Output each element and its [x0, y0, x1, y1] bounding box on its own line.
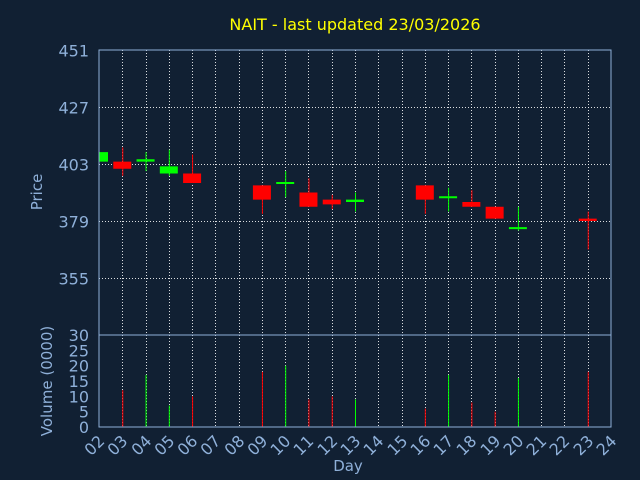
candle-body: [113, 161, 132, 169]
volume-tick-label: 5: [79, 403, 89, 422]
volume-panel-frame: [98, 334, 612, 428]
volume-tick-label: 20: [69, 357, 89, 376]
volume-tick-label: 10: [69, 387, 89, 406]
candle-body: [299, 192, 318, 207]
price-axis-title: Price: [28, 174, 46, 211]
candle-body: [346, 199, 364, 202]
volume-tick-label: 15: [69, 372, 89, 391]
volume-bars: [122, 365, 589, 427]
volume-tick-label: 0: [79, 418, 89, 437]
price-tick-label: 355: [58, 270, 89, 289]
candle-body: [99, 152, 108, 162]
volume-tick-label: 30: [69, 326, 89, 345]
price-tick-labels: 451 427 403 379 355: [58, 42, 89, 289]
chart-title: NAIT - last updated 23/03/2026: [229, 15, 480, 34]
price-grid: [99, 50, 611, 335]
candle-body: [136, 159, 155, 162]
price-tick-label: 427: [58, 99, 89, 118]
candle-body: [159, 166, 178, 174]
candle-body: [183, 173, 202, 183]
candle-body: [415, 185, 434, 200]
candle-body: [508, 227, 527, 230]
candle-body: [276, 182, 295, 184]
x-axis-title: Day: [333, 457, 363, 475]
candle-body: [322, 199, 341, 205]
volume-tick-label: 25: [69, 341, 89, 360]
volume-axis-title: Volume (0000): [38, 326, 56, 436]
candle-body: [485, 206, 504, 219]
candle-body: [252, 185, 271, 200]
candle-body: [439, 196, 458, 199]
candle-body: [462, 202, 481, 207]
x-tick-labels: 0203040506070809101112131415161718192021…: [81, 431, 621, 459]
candle-body: [578, 218, 597, 221]
price-tick-label: 379: [58, 213, 89, 232]
volume-grid: [122, 335, 589, 427]
price-tick-label: 451: [58, 42, 89, 61]
price-tick-label: 403: [58, 156, 89, 175]
